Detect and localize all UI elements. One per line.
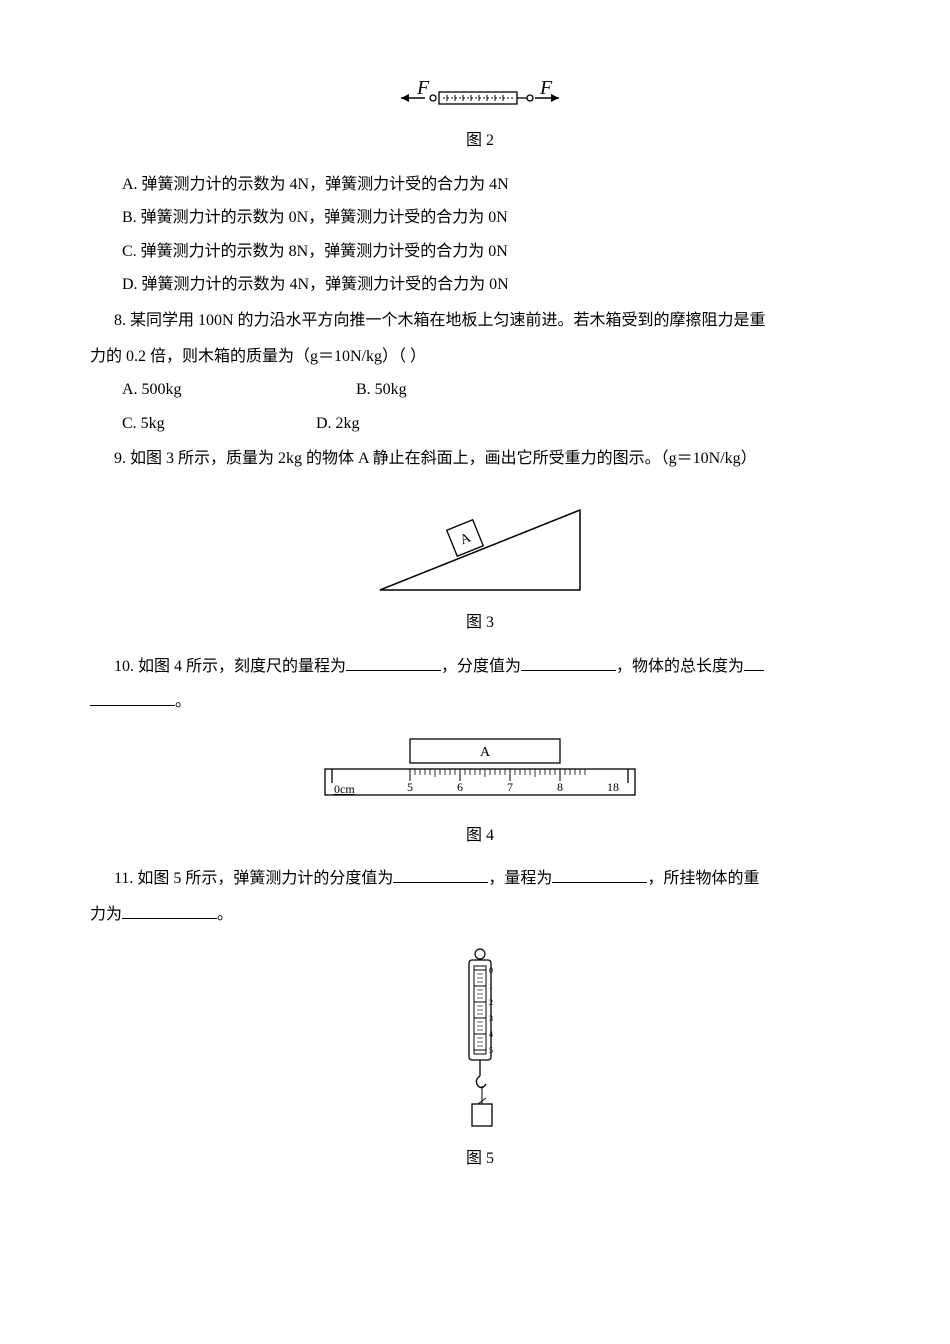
q7-option-c: C. 弹簧测力计的示数为 8N，弹簧测力计受的合力为 0N (90, 239, 870, 265)
figure-4: A 0cm 5 6 7 8 18 (90, 733, 870, 813)
q10-stem: 10. 如图 4 所示，刻度尺的量程为 ，分度值为 ，物体的总长度为 (90, 654, 870, 680)
q8-option-d: D. 2kg (316, 411, 360, 437)
blank-fill[interactable] (744, 654, 764, 671)
scale-1: 1 (489, 982, 493, 991)
blank-fill[interactable] (90, 689, 175, 706)
blank-fill[interactable] (393, 866, 488, 883)
q11-text-2: ，量程为 (488, 870, 552, 887)
tick-5: 5 (407, 780, 413, 794)
scale-3: 3 (489, 1014, 493, 1023)
figure-2: F F (90, 78, 870, 118)
blank-fill[interactable] (552, 866, 647, 883)
q11-text-3: ，所挂物体的重 (647, 870, 759, 887)
figure-5-caption: 图 5 (90, 1146, 870, 1172)
figure-2-caption: 图 2 (90, 128, 870, 154)
q8-stem-1: 8. 某同学用 100N 的力沿水平方向推一个木箱在地板上匀速前进。若木箱受到的… (90, 308, 870, 334)
blank-fill[interactable] (346, 654, 441, 671)
force-right-label: F (539, 78, 553, 99)
figure-3: A (90, 490, 870, 600)
tick-8: 8 (557, 780, 563, 794)
q11-stem-1: 11. 如图 5 所示，弹簧测力计的分度值为 ，量程为 ，所挂物体的重 (90, 866, 870, 892)
force-left-label: F (416, 78, 430, 99)
q7-option-b: B. 弹簧测力计的示数为 0N，弹簧测力计受的合力为 0N (90, 205, 870, 231)
q8-option-c: C. 5kg (122, 411, 312, 437)
q11-text-1: 11. 如图 5 所示，弹簧测力计的分度值为 (114, 870, 393, 887)
scale-2: 2 (489, 998, 493, 1007)
q10-text-1: 10. 如图 4 所示，刻度尺的量程为 (114, 658, 346, 675)
q8-options-row-1: A. 500kg B. 50kg (122, 377, 870, 403)
blank-fill[interactable] (122, 902, 217, 919)
ruler-diagram: A 0cm 5 6 7 8 18 (310, 733, 650, 813)
q10-text-3: ，物体的总长度为 (616, 658, 744, 675)
q10-text-end: 。 (175, 693, 191, 710)
tick-6: 6 (457, 780, 463, 794)
scale-4: 4 (489, 1030, 493, 1039)
q8-options-row-2: C. 5kg D. 2kg (122, 411, 870, 437)
tick-18: 18 (607, 780, 619, 794)
q7-option-a: A. 弹簧测力计的示数为 4N，弹簧测力计受的合力为 4N (90, 172, 870, 198)
scale-5: 5 (489, 1046, 493, 1055)
q8-option-b: B. 50kg (356, 377, 407, 403)
blank-fill[interactable] (521, 654, 616, 671)
figure-5: 0 1 2 3 4 5 (90, 946, 870, 1136)
ruler-zero-label: 0cm (334, 782, 355, 796)
q7-option-d: D. 弹簧测力计的示数为 4N，弹簧测力计受的合力为 0N (90, 272, 870, 298)
scale-0: 0 (489, 966, 493, 975)
q8-option-a: A. 500kg (122, 377, 352, 403)
incline-diagram: A (370, 490, 590, 600)
q10-stem-tail: 。 (90, 689, 870, 715)
tick-7: 7 (507, 780, 513, 794)
q11-text-end: 。 (217, 906, 233, 923)
q11-stem-2: 力为 。 (90, 902, 870, 928)
q10-text-2: ，分度值为 (441, 658, 521, 675)
spring-scale-diagram: F F (395, 78, 565, 118)
q8-stem-2: 力的 0.2 倍，则木箱的质量为（g＝10N/kg）（ ） (90, 344, 870, 370)
spring-dynamometer-diagram: 0 1 2 3 4 5 (445, 946, 515, 1136)
q9-stem: 9. 如图 3 所示，质量为 2kg 的物体 A 静止在斜面上，画出它所受重力的… (90, 446, 870, 472)
q11-text-4: 力为 (90, 906, 122, 923)
figure-4-caption: 图 4 (90, 823, 870, 849)
object-a-label: A (480, 745, 491, 760)
figure-3-caption: 图 3 (90, 610, 870, 636)
